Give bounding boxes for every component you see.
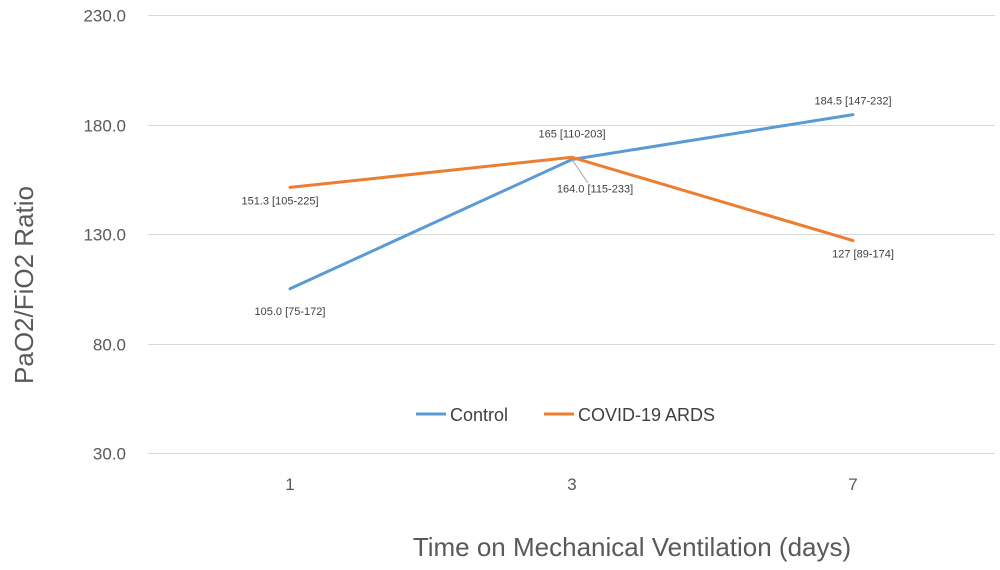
data-label: 151.3 [105-225]: [241, 195, 318, 207]
x-tick-label: 3: [567, 475, 576, 494]
legend-label: COVID-19 ARDS: [578, 405, 715, 425]
legend: Control COVID-19 ARDS: [416, 405, 715, 425]
y-tick-label: 180.0: [83, 117, 126, 136]
data-label: 165 [110-203]: [538, 128, 605, 140]
x-axis-tick-labels: 1 3 7: [285, 475, 857, 494]
legend-label: Control: [450, 405, 508, 425]
y-tick-label: 30.0: [93, 445, 126, 464]
y-axis-title: PaO2/FiO2 Ratio: [9, 186, 39, 384]
series-line-1: [288, 155, 855, 243]
data-labels: 105.0 [75-172] 164.0 [115-233] 184.5 [147-…: [241, 96, 893, 318]
series-line-0: [288, 113, 855, 291]
data-label: 164.0 [115-233]: [557, 184, 633, 196]
x-axis-title: Time on Mechanical Ventilation (days): [413, 532, 851, 562]
series-lines: [288, 113, 855, 291]
data-label: 184.5 [147-232]: [814, 96, 891, 108]
label-leader-line: [571, 159, 589, 184]
gridlines: [148, 15, 995, 454]
x-tick-label: 7: [848, 475, 857, 494]
y-axis-tick-labels: 30.0 80.0 130.0 180.0 230.0: [83, 7, 126, 464]
y-tick-label: 130.0: [83, 226, 126, 245]
data-label: 105.0 [75-172]: [255, 306, 326, 318]
y-tick-label: 80.0: [93, 336, 126, 355]
x-tick-label: 1: [285, 475, 294, 494]
data-label: 127 [89-174]: [832, 249, 894, 261]
y-tick-label: 230.0: [83, 7, 126, 26]
